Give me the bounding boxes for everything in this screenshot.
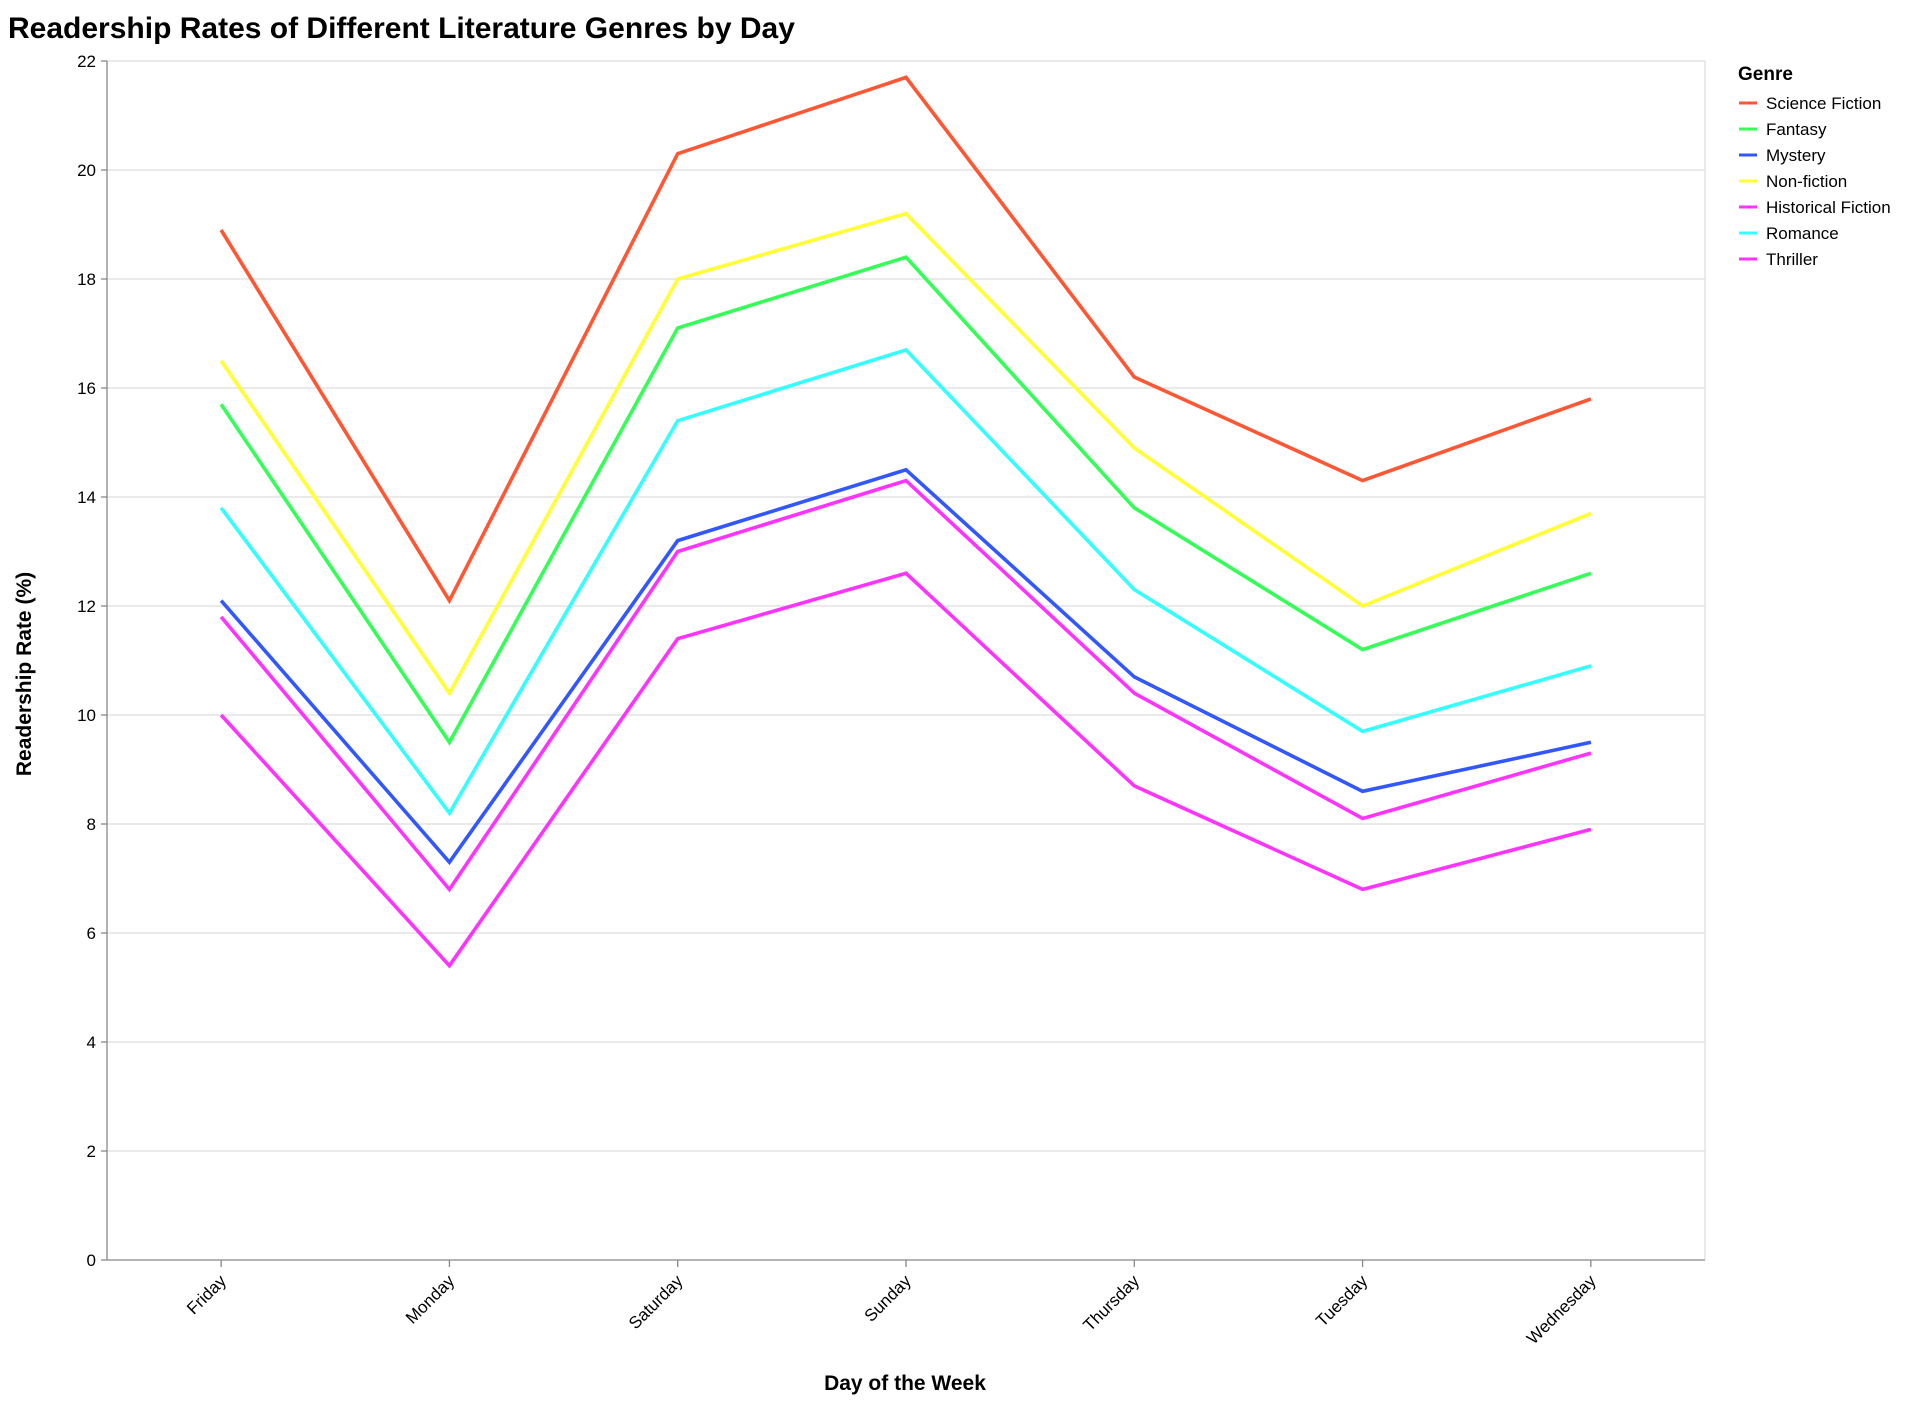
legend-label-historical-fiction: Historical Fiction [1766, 198, 1891, 217]
legend-label-thriller: Thriller [1766, 250, 1818, 269]
legend-label-romance: Romance [1766, 224, 1839, 243]
y-tick-label: 18 [77, 270, 96, 289]
y-tick-label: 12 [77, 597, 96, 616]
y-tick-label: 22 [77, 52, 96, 71]
y-axis-title: Readership Rate (%) [13, 572, 36, 776]
x-tick-label: Friday [183, 1271, 230, 1318]
y-tick-label: 8 [87, 815, 96, 834]
chart-title: Readership Rates of Different Literature… [8, 12, 795, 45]
legend-label-science-fiction: Science Fiction [1766, 94, 1881, 113]
y-tick-label: 14 [77, 488, 96, 507]
series-line-fantasy [219, 255, 1592, 746]
gridlines [107, 60, 1706, 1260]
legend: Genre Science Fiction Fantasy Mystery Non-fi… [1738, 64, 1891, 269]
axes: 0 2 4 6 8 10 12 14 16 18 20 22 Friday Monday Saturday S… [77, 52, 1705, 1348]
series-lines [219, 75, 1592, 969]
x-tick-label: Tuesday [1312, 1271, 1371, 1330]
legend-title: Genre [1738, 64, 1793, 85]
x-tick-label: Thursday [1080, 1271, 1144, 1335]
y-tick-label: 10 [77, 706, 96, 725]
y-tick-label: 4 [87, 1033, 96, 1052]
legend-label-mystery: Mystery [1766, 146, 1826, 165]
y-tick-label: 20 [77, 161, 96, 180]
y-tick-label: 16 [77, 379, 96, 398]
series-line-historical-fiction [219, 478, 1592, 893]
series-line-thriller [219, 571, 1592, 969]
x-axis-title: Day of the Week [824, 1372, 986, 1395]
series-line-non-fiction [219, 211, 1592, 697]
series-line-mystery [219, 467, 1592, 866]
series-line-romance [219, 347, 1592, 817]
x-tick-label: Wednesday [1523, 1271, 1600, 1348]
y-tick-label: 6 [87, 924, 96, 943]
y-tick-label: 2 [87, 1142, 96, 1161]
x-tick-label: Monday [402, 1271, 459, 1328]
series-line-science-fiction [219, 75, 1592, 605]
x-tick-label: Saturday [625, 1271, 687, 1333]
legend-label-fantasy: Fantasy [1766, 120, 1827, 139]
y-tick-label: 0 [87, 1251, 96, 1270]
x-tick-label: Sunday [861, 1271, 916, 1326]
legend-label-non-fiction: Non-fiction [1766, 172, 1847, 191]
